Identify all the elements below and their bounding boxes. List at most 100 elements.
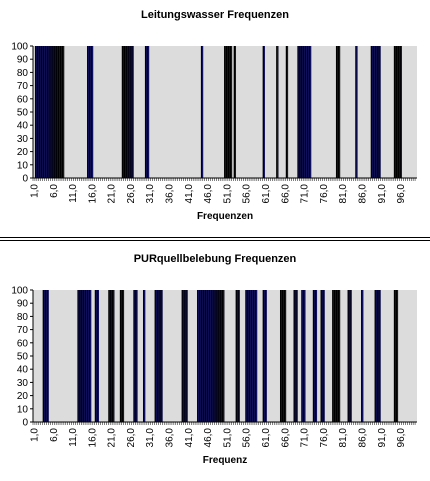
bar [335, 46, 339, 178]
bar [293, 290, 296, 422]
bar-edge [109, 290, 111, 422]
chart-title: Leitungswasser Frequenzen [141, 9, 289, 21]
bar [355, 46, 358, 178]
bar [112, 290, 115, 422]
bar [79, 290, 82, 422]
chart-leitungswasser: Leitungswasser Frequenzen 0 10 20 30 40 50 60 7… [0, 0, 430, 236]
bar-edge [90, 290, 91, 422]
bar-edge [310, 46, 311, 178]
bar [210, 290, 213, 422]
bar-edge [155, 290, 157, 422]
x-tick-label: 71,0 [300, 428, 311, 448]
bar-edge [98, 290, 99, 422]
x-tick-label: 61,0 [261, 428, 272, 448]
x-tick-label: 31,0 [145, 184, 156, 204]
bar [127, 46, 130, 178]
bar [281, 290, 285, 422]
bar [125, 46, 128, 178]
bar-edge [59, 46, 61, 178]
x-tick-label: 91,0 [377, 184, 388, 204]
bar-edge [125, 46, 126, 178]
x-tick-label: 1,0 [29, 184, 40, 198]
bar [160, 290, 163, 422]
bar [135, 290, 138, 422]
bar [87, 46, 90, 178]
bar-edge [400, 46, 402, 178]
bar [295, 290, 298, 422]
x-tick-label: 16,0 [87, 184, 98, 204]
bar [40, 46, 44, 178]
bar-edge [229, 46, 230, 178]
bar [34, 46, 38, 178]
bar [279, 290, 283, 422]
bar-edge [45, 290, 47, 422]
bar-edge [148, 46, 149, 178]
y-tick-label: 20 [17, 147, 29, 158]
bar [307, 46, 310, 178]
bar-edge [283, 290, 284, 422]
bar [133, 290, 136, 422]
y-tick-label: 90 [17, 55, 29, 66]
bar [183, 290, 186, 422]
bar-edge [144, 290, 145, 422]
bar-edge [308, 46, 309, 178]
bar [320, 290, 323, 422]
bar-edge [250, 290, 252, 422]
chart-plot: 0 10 20 30 40 50 60 70 80 90 100 1,0 6,0 11,0 16,0 21,0… [11, 42, 417, 222]
x-tick-label: 81,0 [338, 184, 349, 204]
bar-edge [40, 46, 41, 178]
x-tick-label: 91,0 [377, 428, 388, 448]
bar [254, 290, 258, 422]
bar [237, 290, 240, 422]
chart-title: PURquellbelebung Frequenzen [133, 253, 297, 265]
bar-edge [285, 290, 286, 422]
bar-edge [80, 290, 82, 422]
bar-edge [53, 46, 55, 178]
bar [56, 46, 59, 178]
y-tick-label: 100 [11, 286, 28, 297]
bar [393, 290, 397, 422]
bar-edge [88, 46, 89, 178]
bar-edge [348, 290, 350, 422]
bar [42, 46, 45, 178]
bar [202, 290, 206, 422]
y-tick-label: 0 [22, 418, 28, 429]
bar-edge [43, 46, 45, 178]
bar [395, 46, 399, 178]
bar [154, 290, 157, 422]
bar-edge [126, 46, 128, 178]
bar [81, 290, 84, 422]
bar [212, 290, 215, 422]
bar-edge [225, 46, 226, 178]
bar [52, 46, 55, 178]
bar-edge [217, 290, 219, 422]
bar [119, 290, 123, 422]
bar-edge [227, 46, 228, 178]
bar-edge [96, 290, 97, 422]
y-tick-label: 20 [17, 391, 29, 402]
bar [214, 290, 217, 422]
bar [46, 46, 49, 178]
y-tick-label: 80 [17, 68, 29, 79]
bar-edge [379, 46, 381, 178]
bar-edge [263, 46, 265, 178]
x-tick-label: 26,0 [126, 428, 137, 448]
bar-edge [231, 46, 232, 178]
bar [264, 290, 267, 422]
bar-edge [90, 46, 91, 178]
bar-edge [356, 46, 358, 178]
bar [158, 290, 161, 422]
bar-edge [221, 290, 223, 422]
bar [54, 46, 57, 178]
y-tick-label: 70 [17, 325, 29, 336]
bar-edge [300, 46, 302, 178]
bar [372, 46, 375, 178]
bar-edge [296, 290, 298, 422]
bar [252, 290, 256, 422]
bar-edge [43, 290, 45, 422]
bar-edge [235, 46, 236, 178]
bar-edge [55, 46, 57, 178]
bar [222, 290, 225, 422]
bar [216, 290, 219, 422]
bar-edge [294, 290, 296, 422]
